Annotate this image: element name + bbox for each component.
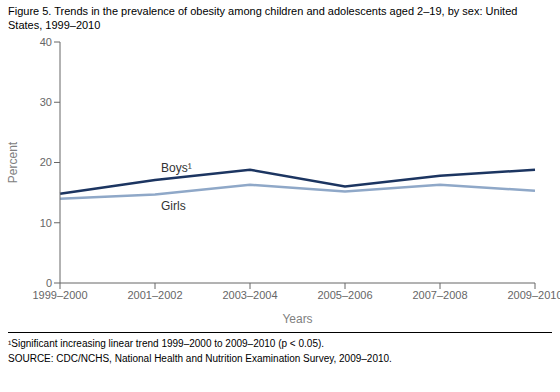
svg-text:Percent: Percent	[8, 141, 20, 183]
svg-text:2009–2010: 2009–2010	[507, 289, 552, 301]
svg-text:2001–2002: 2001–2002	[127, 289, 182, 301]
svg-text:Girls: Girls	[161, 199, 186, 213]
svg-text:Boys¹: Boys¹	[161, 161, 192, 175]
svg-text:1999–2000: 1999–2000	[32, 289, 87, 301]
html-text:Figure 5. Trends in the preval: Figure 5. Trends in the prevalence of ob…	[8, 5, 518, 31]
html-text:SOURCE: CDC/NCHS, National Hea: SOURCE: CDC/NCHS, National Health and Nu…	[8, 353, 392, 364]
svg-text:2007–2008: 2007–2008	[412, 289, 467, 301]
svg-text:40: 40	[40, 36, 52, 48]
svg-text:10: 10	[40, 217, 52, 229]
svg-text:0: 0	[46, 277, 52, 289]
html-text:¹Significant increasing linear: ¹Significant increasing linear trend 199…	[8, 338, 325, 349]
svg-text:2005–2006: 2005–2006	[317, 289, 372, 301]
svg-text:2003–2004: 2003–2004	[222, 289, 277, 301]
svg-text:20: 20	[40, 156, 52, 168]
svg-text:30: 30	[40, 96, 52, 108]
svg-text:Years: Years	[282, 312, 312, 326]
